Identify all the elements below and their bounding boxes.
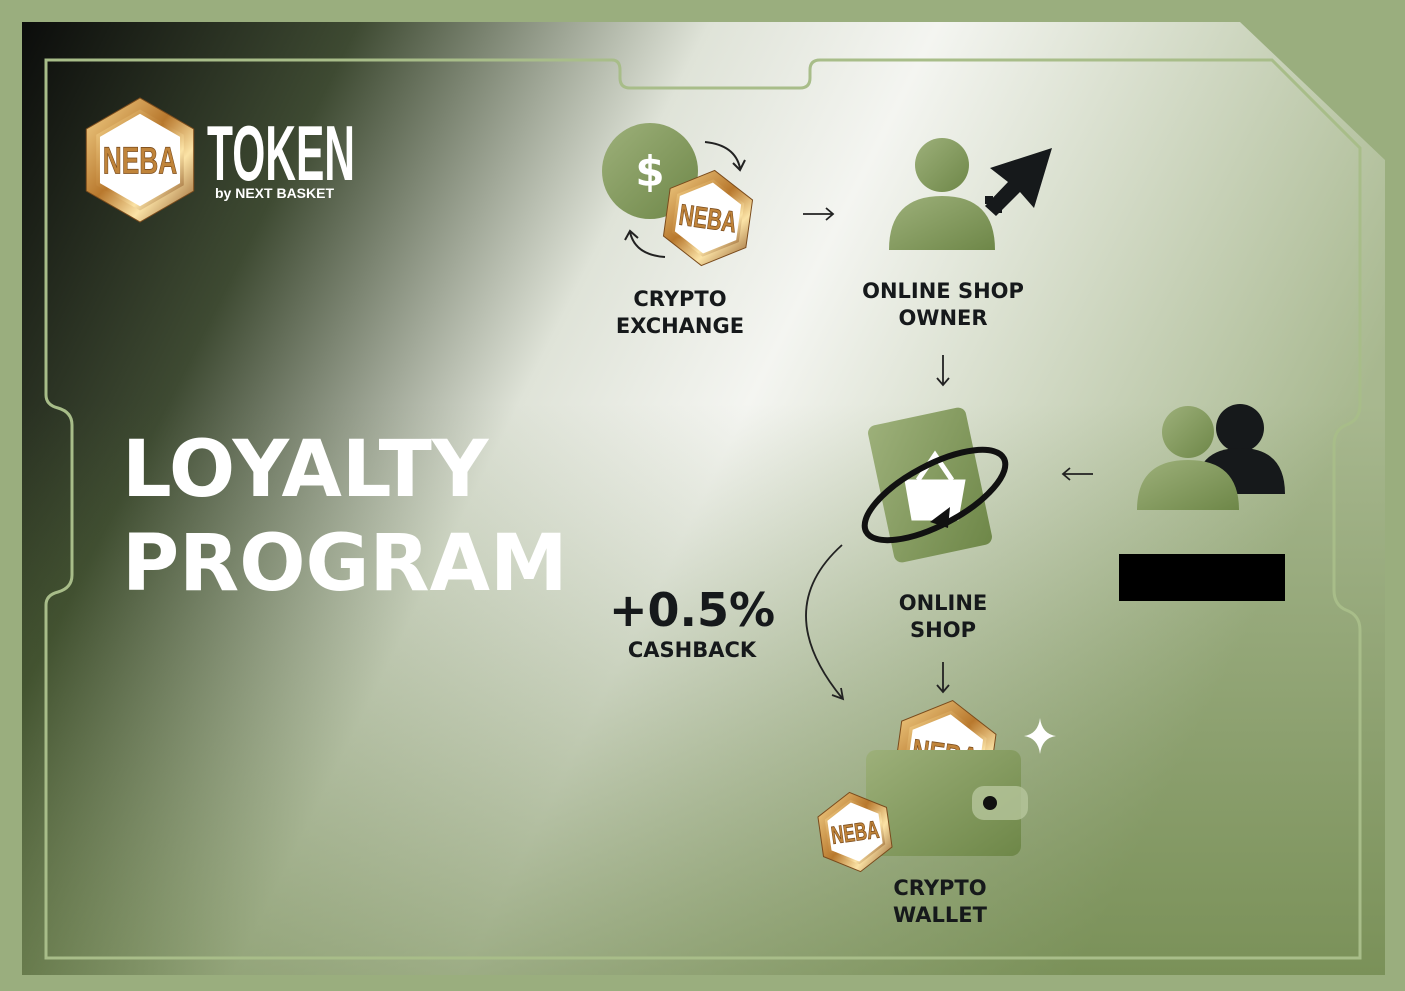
coin-face <box>96 109 184 211</box>
person-head <box>1162 406 1214 458</box>
person-body <box>889 196 995 250</box>
wallet-button <box>983 796 997 810</box>
flow-arrow <box>936 662 950 694</box>
node-label: OWNER <box>898 306 987 330</box>
coin-mark: NEBA <box>103 140 177 183</box>
person-head <box>915 138 969 192</box>
person-body <box>1137 460 1239 510</box>
cycle-arrow <box>704 141 741 169</box>
basket <box>904 479 966 521</box>
basket-handle <box>915 450 955 482</box>
node-label: CRYPTO <box>893 876 986 900</box>
cashback-amount: +0.5% <box>609 583 775 637</box>
curved-arrow-head <box>831 687 845 701</box>
node-label: ONLINE <box>899 591 988 615</box>
flow-arrow <box>936 355 950 387</box>
headline: LOYALTY <box>122 425 490 515</box>
inner-frame <box>44 58 1362 960</box>
node-label: CRYPTO <box>633 287 726 311</box>
coin-face <box>671 179 745 257</box>
logo-name: TOKEN <box>207 109 355 197</box>
node-label: WALLET <box>893 903 988 927</box>
pixel <box>994 205 1002 213</box>
orbit-head <box>930 507 950 528</box>
neba-coin: NEBA <box>662 169 754 267</box>
dollar-sign: $ <box>635 147 664 196</box>
neba-coin: NEBA <box>817 791 893 873</box>
wallet <box>866 750 1021 856</box>
coin-face <box>824 799 886 865</box>
cursor <box>985 148 1052 216</box>
orbit <box>861 446 1009 544</box>
node-label: SHOP <box>910 618 976 642</box>
neba-coin: NEBA <box>85 97 195 223</box>
redaction <box>1119 554 1285 601</box>
logo-byline: by NEXT BASKET <box>215 185 334 201</box>
wallet-clasp <box>972 786 1028 820</box>
flow-arrow <box>1061 467 1093 481</box>
node-label: ONLINE SHOP <box>862 279 1024 303</box>
cashback-label: CASHBACK <box>628 638 757 662</box>
sparkle <box>1024 718 1056 754</box>
flow-arrow <box>803 207 835 221</box>
curved-arrow <box>805 544 843 699</box>
headline: PROGRAM <box>122 519 568 609</box>
person-head <box>1216 404 1264 452</box>
pixel <box>985 196 993 204</box>
cycle-arrow-head <box>732 159 746 172</box>
node-label: EXCHANGE <box>616 314 744 338</box>
cycle-arrow-head <box>624 229 639 241</box>
cycle-arrow <box>629 231 666 258</box>
